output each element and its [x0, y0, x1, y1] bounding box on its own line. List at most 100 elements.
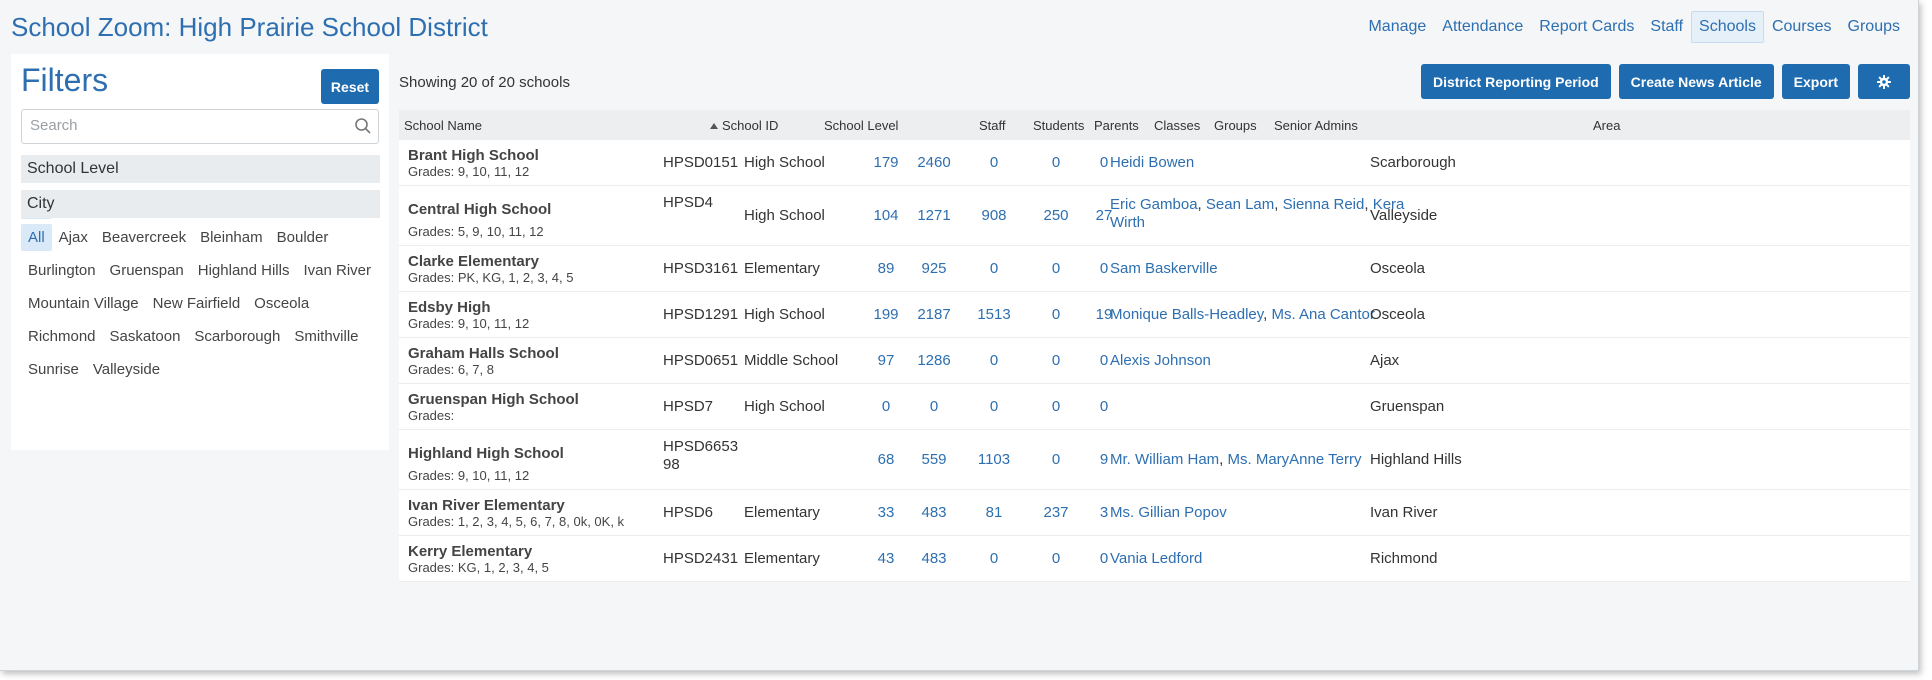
student-count[interactable]: 1286: [917, 352, 951, 369]
nav-courses[interactable]: Courses: [1771, 18, 1832, 35]
group-count[interactable]: 19: [1095, 306, 1113, 323]
col-groups[interactable]: Groups: [1214, 118, 1257, 133]
col-staff[interactable]: Staff: [979, 118, 1006, 133]
city-option-gruenspan[interactable]: Gruenspan: [109, 262, 184, 279]
col-students[interactable]: Students: [1033, 118, 1085, 133]
admin-link[interactable]: Sean Lam: [1205, 196, 1275, 213]
parent-count[interactable]: 81: [985, 504, 1003, 521]
table-row[interactable]: Highland High School Grades: 9, 10, 11, 1…: [399, 430, 1910, 490]
admin-link[interactable]: Mr. William Ham: [1110, 451, 1220, 468]
admin-link[interactable]: Vania Ledford: [1110, 550, 1203, 567]
staff-count[interactable]: 199: [873, 306, 899, 323]
group-count[interactable]: 9: [1099, 451, 1109, 468]
col-senior-admins[interactable]: Senior Admins: [1274, 118, 1358, 133]
staff-count[interactable]: 33: [877, 504, 895, 521]
student-count[interactable]: 1271: [917, 207, 951, 224]
nav-staff[interactable]: Staff: [1650, 18, 1684, 35]
class-count[interactable]: 0: [1051, 260, 1061, 277]
school-name[interactable]: Ivan River Elementary: [408, 497, 565, 514]
student-count[interactable]: 0: [929, 398, 939, 415]
group-count[interactable]: 0: [1099, 154, 1109, 171]
school-name[interactable]: Gruenspan High School: [408, 391, 579, 408]
city-option-beavercreek[interactable]: Beavercreek: [101, 229, 187, 246]
create-news-article-button[interactable]: Create News Article: [1618, 64, 1774, 99]
parent-count[interactable]: 1513: [977, 306, 1011, 323]
class-count[interactable]: 0: [1051, 550, 1061, 567]
district-reporting-period-button[interactable]: District Reporting Period: [1420, 64, 1611, 99]
admin-link[interactable]: Alexis Johnson: [1110, 352, 1211, 369]
city-option-osceola[interactable]: Osceola: [254, 295, 310, 312]
table-row[interactable]: Brant High School Grades: 9, 10, 11, 12 HP…: [399, 140, 1910, 186]
nav-schools[interactable]: Schools: [1691, 11, 1764, 43]
admin-link[interactable]: Ms. Ana Cantor: [1271, 306, 1375, 323]
city-option-mountain-village[interactable]: Mountain Village: [28, 295, 139, 312]
city-option-richmond[interactable]: Richmond: [28, 328, 96, 345]
admin-link[interactable]: Heidi Bowen: [1110, 154, 1195, 171]
staff-count[interactable]: 43: [877, 550, 895, 567]
staff-count[interactable]: 89: [877, 260, 895, 277]
city-option-scarborough[interactable]: Scarborough: [194, 328, 281, 345]
parent-count[interactable]: 908: [981, 207, 1007, 224]
col-school-level[interactable]: School Level: [824, 118, 899, 133]
student-count[interactable]: 2460: [917, 154, 951, 171]
staff-count[interactable]: 0: [881, 398, 891, 415]
table-row[interactable]: Ivan River Elementary Grades: 1, 2, 3, 4,…: [399, 490, 1910, 536]
city-option-all[interactable]: All: [21, 224, 52, 251]
staff-count[interactable]: 97: [877, 352, 895, 369]
student-count[interactable]: 2187: [917, 306, 951, 323]
student-count[interactable]: 483: [921, 550, 947, 567]
search-icon[interactable]: [354, 117, 372, 135]
reset-button[interactable]: Reset: [321, 69, 379, 104]
parent-count[interactable]: 1103: [977, 451, 1011, 468]
table-row[interactable]: Clarke Elementary Grades: PK, KG, 1, 2, 3…: [399, 246, 1910, 292]
search-input[interactable]: [22, 110, 338, 141]
admin-link[interactable]: Ms. Gillian Popov: [1110, 504, 1227, 521]
student-count[interactable]: 559: [921, 451, 947, 468]
city-option-ivan-river[interactable]: Ivan River: [303, 262, 372, 279]
school-name[interactable]: Clarke Elementary: [408, 253, 539, 270]
class-count[interactable]: 0: [1051, 306, 1061, 323]
nav-report-cards[interactable]: Report Cards: [1539, 18, 1635, 35]
city-option-saskatoon[interactable]: Saskatoon: [109, 328, 181, 345]
class-count[interactable]: 0: [1051, 352, 1061, 369]
col-school-id[interactable]: School ID: [710, 118, 778, 133]
parent-count[interactable]: 0: [989, 550, 999, 567]
table-row[interactable]: Kerry Elementary Grades: KG, 1, 2, 3, 4, …: [399, 536, 1910, 582]
admin-link[interactable]: Kera Wirth: [1110, 196, 1405, 231]
table-row[interactable]: Edsby High Grades: 9, 10, 11, 12 HPSD1291 H…: [399, 292, 1910, 338]
group-count[interactable]: 27: [1095, 207, 1113, 224]
city-option-sunrise[interactable]: Sunrise: [28, 361, 79, 378]
class-count[interactable]: 250: [1043, 207, 1069, 224]
student-count[interactable]: 483: [921, 504, 947, 521]
city-option-highland-hills[interactable]: Highland Hills: [197, 262, 290, 279]
table-row[interactable]: Gruenspan High School Grades: HPSD7 High Sc…: [399, 384, 1910, 430]
admin-link[interactable]: Sam Baskerville: [1110, 260, 1218, 277]
class-count[interactable]: 0: [1051, 451, 1061, 468]
staff-count[interactable]: 68: [877, 451, 895, 468]
nav-manage[interactable]: Manage: [1368, 18, 1427, 35]
class-count[interactable]: 237: [1043, 504, 1069, 521]
table-row[interactable]: Graham Halls School Grades: 6, 7, 8 HPSD06…: [399, 338, 1910, 384]
class-count[interactable]: 0: [1051, 398, 1061, 415]
staff-count[interactable]: 179: [873, 154, 899, 171]
school-name[interactable]: Brant High School: [408, 147, 539, 164]
group-count[interactable]: 0: [1099, 352, 1109, 369]
admin-link[interactable]: Ms. MaryAnne Terry: [1227, 451, 1362, 468]
parent-count[interactable]: 0: [989, 352, 999, 369]
nav-attendance[interactable]: Attendance: [1442, 18, 1524, 35]
city-option-valleyside[interactable]: Valleyside: [92, 361, 161, 378]
group-count[interactable]: 0: [1099, 260, 1109, 277]
staff-count[interactable]: 104: [873, 207, 899, 224]
class-count[interactable]: 0: [1051, 154, 1061, 171]
city-option-new-fairfield[interactable]: New Fairfield: [152, 295, 241, 312]
parent-count[interactable]: 0: [989, 260, 999, 277]
city-option-smithville[interactable]: Smithville: [294, 328, 359, 345]
parent-count[interactable]: 0: [989, 154, 999, 171]
table-row[interactable]: Central High School Grades: 5, 9, 10, 11,…: [399, 186, 1910, 246]
settings-button[interactable]: [1858, 64, 1910, 99]
admin-link[interactable]: Sienna Reid: [1282, 196, 1365, 213]
city-option-ajax[interactable]: Ajax: [58, 229, 88, 246]
school-name[interactable]: Central High School: [408, 201, 552, 218]
group-count[interactable]: 0: [1099, 398, 1109, 415]
col-classes[interactable]: Classes: [1154, 118, 1201, 133]
